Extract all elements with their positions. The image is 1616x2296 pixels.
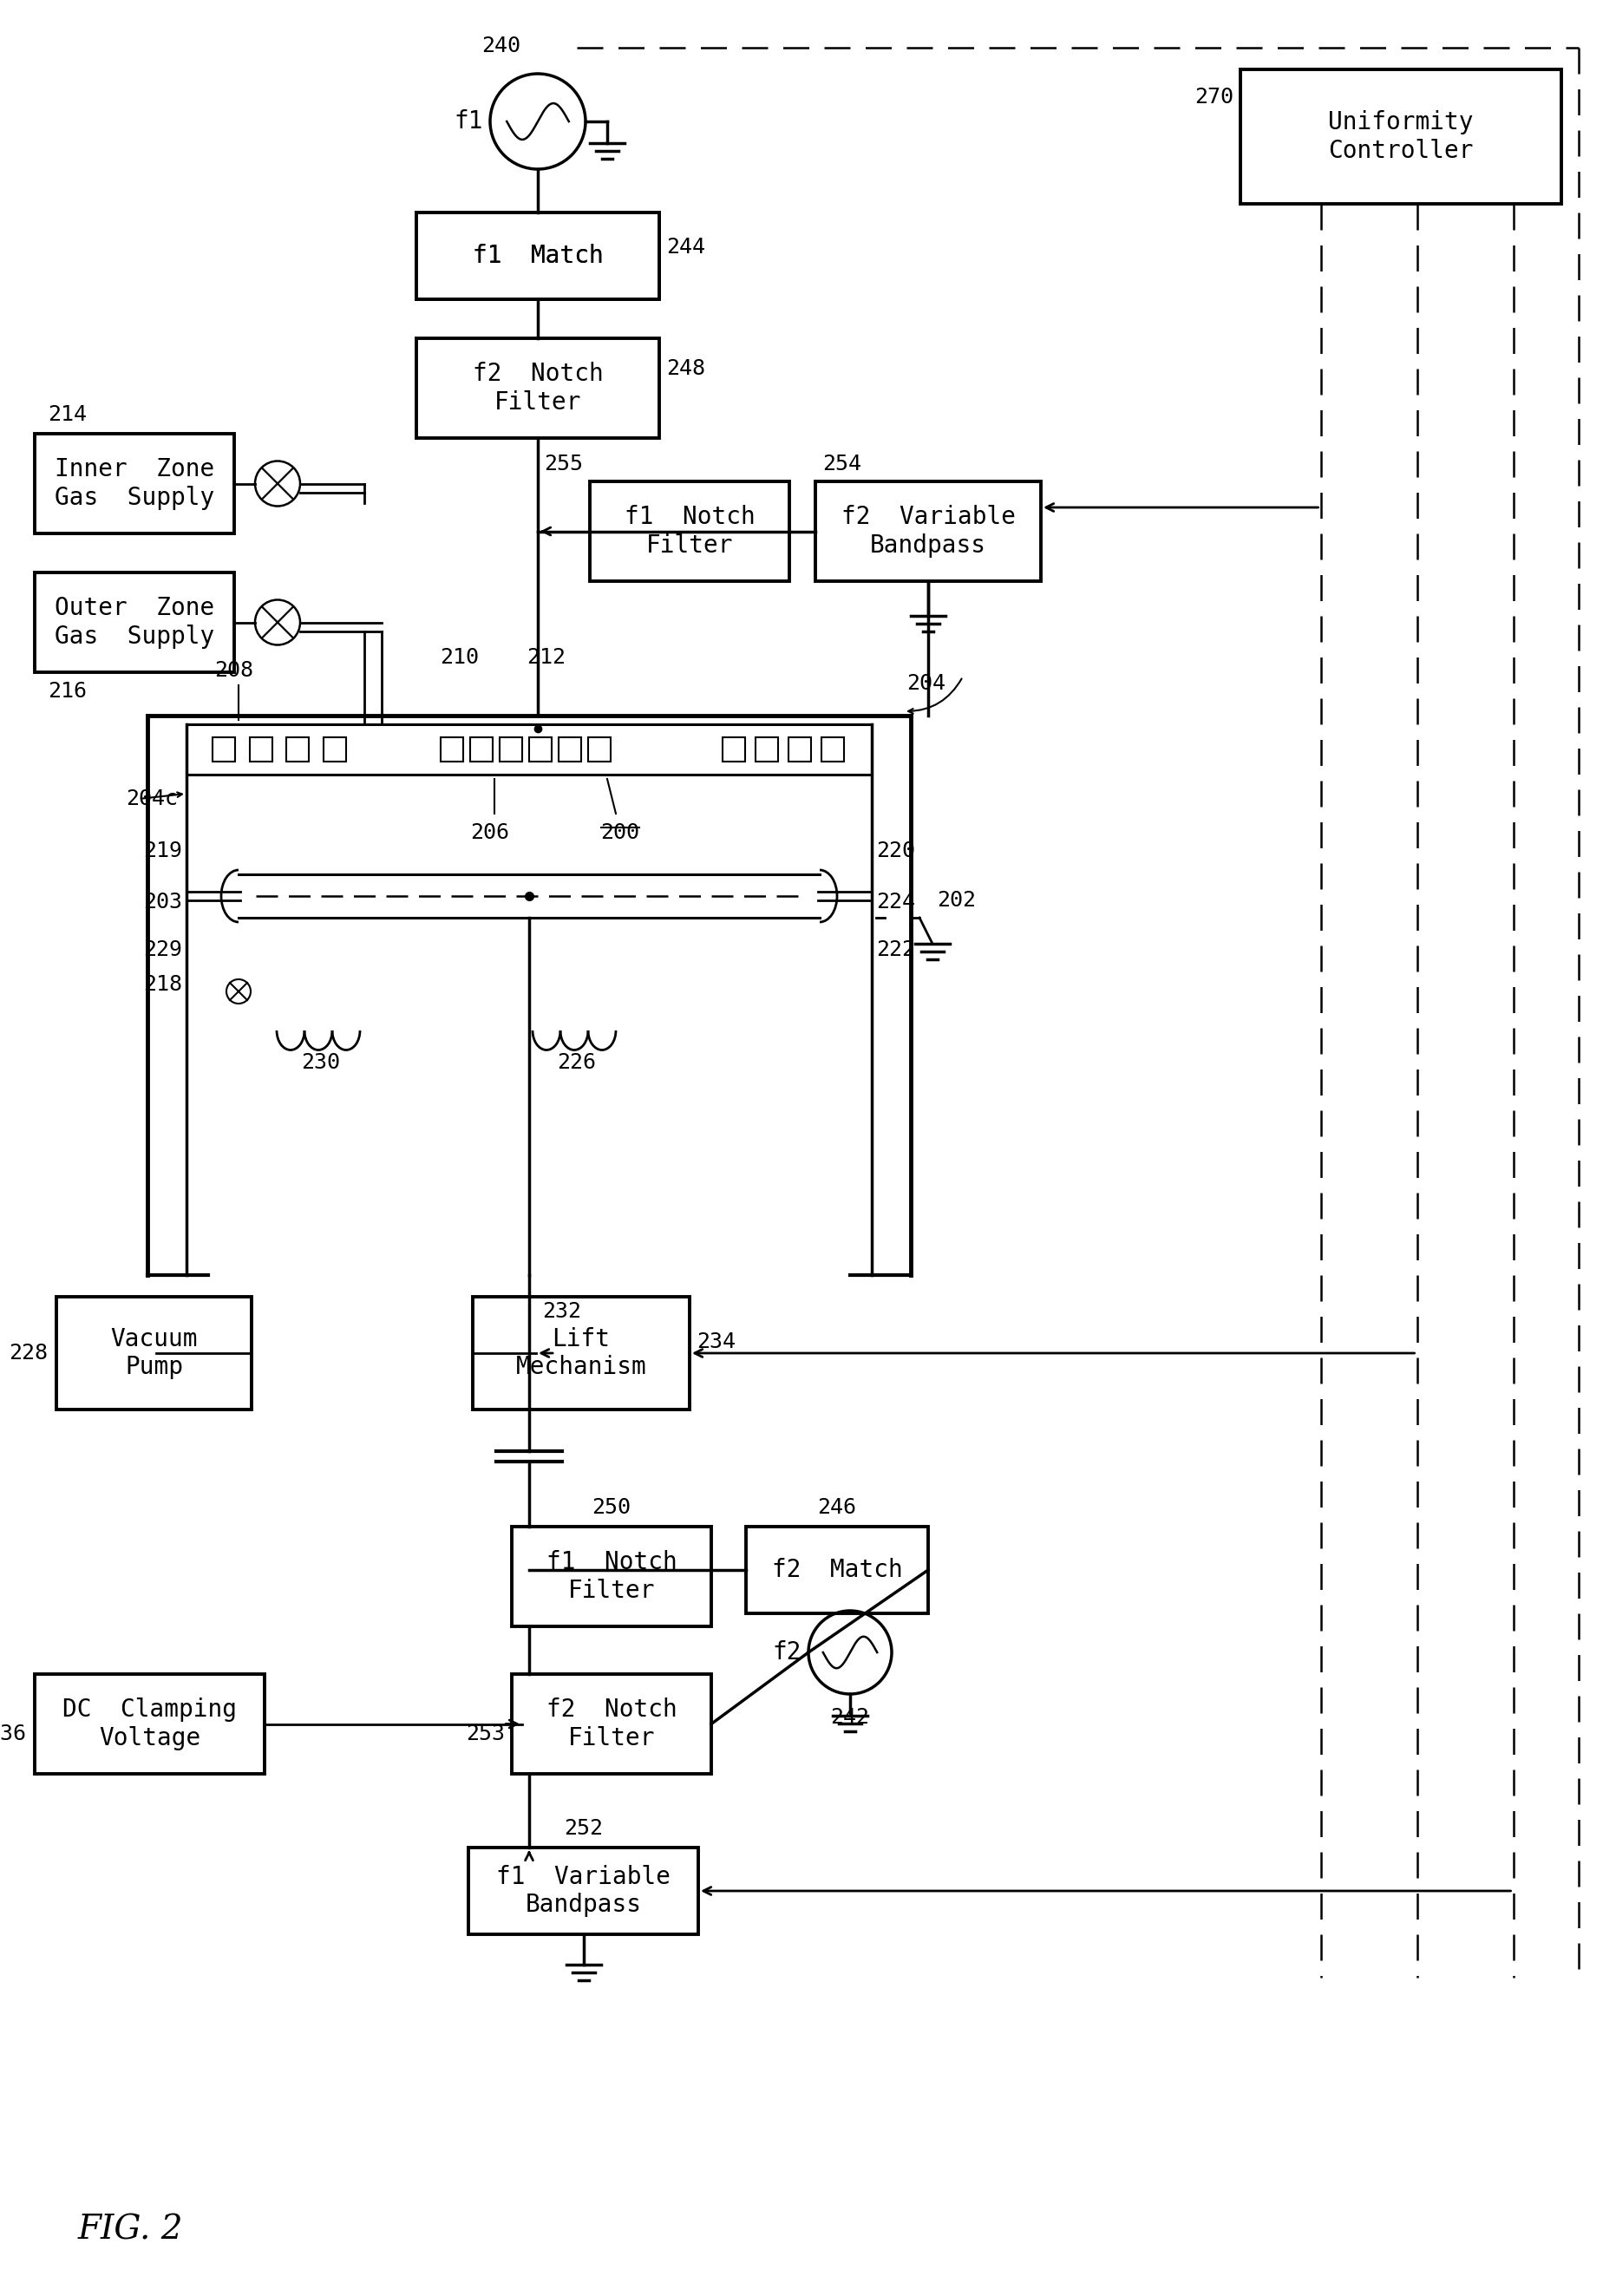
Bar — [588, 737, 611, 762]
Bar — [213, 737, 234, 762]
Bar — [559, 737, 582, 762]
Text: f1  Notch
Filter: f1 Notch Filter — [546, 1550, 677, 1603]
Bar — [499, 737, 522, 762]
Bar — [470, 737, 493, 762]
Text: Lift
Mechanism: Lift Mechanism — [516, 1327, 646, 1380]
Text: 240: 240 — [482, 34, 520, 57]
Text: 228: 228 — [8, 1343, 48, 1364]
Text: 255: 255 — [545, 455, 583, 475]
Text: 270: 270 — [1194, 87, 1233, 108]
Bar — [441, 737, 464, 762]
Text: 248: 248 — [666, 358, 705, 379]
Bar — [469, 1848, 698, 1933]
Text: 220: 220 — [876, 840, 915, 861]
Bar — [756, 737, 777, 762]
Text: 244: 244 — [666, 236, 705, 257]
Bar — [286, 737, 309, 762]
Bar — [512, 1527, 711, 1626]
Text: 252: 252 — [564, 1818, 603, 1839]
Text: f1  Variable
Bandpass: f1 Variable Bandpass — [496, 1864, 671, 1917]
Text: f1  Match: f1 Match — [472, 243, 603, 269]
Bar — [417, 214, 659, 298]
Bar — [816, 482, 1041, 581]
Text: Vacuum
Pump: Vacuum Pump — [110, 1327, 197, 1380]
Text: 230: 230 — [302, 1052, 341, 1072]
Text: 246: 246 — [818, 1497, 856, 1518]
Text: 208: 208 — [215, 659, 254, 682]
Text: 254: 254 — [823, 455, 861, 475]
Text: 200: 200 — [601, 822, 640, 843]
Bar — [528, 737, 551, 762]
Text: 250: 250 — [591, 1497, 630, 1518]
Text: 206: 206 — [470, 822, 509, 843]
Text: 218: 218 — [144, 974, 183, 994]
Text: 203: 203 — [144, 891, 183, 912]
Text: Inner  Zone
Gas  Supply: Inner Zone Gas Supply — [55, 457, 215, 510]
Text: 212: 212 — [527, 647, 566, 668]
Text: 242: 242 — [831, 1706, 869, 1729]
Bar — [747, 1527, 928, 1614]
Text: 253: 253 — [465, 1724, 504, 1745]
Bar — [821, 737, 844, 762]
Bar — [323, 737, 346, 762]
Text: f1: f1 — [454, 110, 483, 133]
Text: Uniformity
Controller: Uniformity Controller — [1328, 110, 1474, 163]
Text: f1  Notch
Filter: f1 Notch Filter — [624, 505, 755, 558]
Text: f2  Notch
Filter: f2 Notch Filter — [472, 363, 603, 413]
Text: f2: f2 — [772, 1639, 802, 1665]
Bar — [590, 482, 789, 581]
Text: 226: 226 — [558, 1052, 596, 1072]
Bar — [249, 737, 271, 762]
Text: 232: 232 — [541, 1302, 582, 1322]
Text: 204: 204 — [907, 673, 945, 693]
Text: 202: 202 — [937, 891, 976, 912]
Text: FIG. 2: FIG. 2 — [78, 2213, 184, 2245]
Bar — [722, 737, 745, 762]
Bar — [34, 572, 234, 673]
Bar — [789, 737, 811, 762]
Text: 214: 214 — [48, 404, 87, 425]
Text: 224: 224 — [876, 891, 915, 912]
Text: f2  Variable
Bandpass: f2 Variable Bandpass — [840, 505, 1015, 558]
Bar — [34, 1674, 265, 1775]
Text: 236: 236 — [0, 1724, 26, 1745]
Bar — [34, 434, 234, 533]
Bar — [473, 1297, 690, 1410]
Text: 216: 216 — [48, 682, 87, 703]
Bar — [417, 214, 659, 298]
Text: 222: 222 — [876, 939, 915, 960]
Bar — [57, 1297, 252, 1410]
Text: 210: 210 — [440, 647, 480, 668]
Bar — [417, 338, 659, 439]
Text: f2  Match: f2 Match — [772, 1559, 902, 1582]
Bar — [1241, 69, 1561, 204]
Text: f1  Match: f1 Match — [472, 243, 603, 269]
Text: f2  Notch
Filter: f2 Notch Filter — [546, 1697, 677, 1750]
Text: 219: 219 — [144, 840, 183, 861]
Bar — [512, 1674, 711, 1775]
Text: 229: 229 — [144, 939, 183, 960]
Text: DC  Clamping
Voltage: DC Clamping Voltage — [63, 1697, 238, 1750]
Text: 234: 234 — [696, 1332, 735, 1352]
Text: Outer  Zone
Gas  Supply: Outer Zone Gas Supply — [55, 597, 215, 647]
Text: 204c: 204c — [126, 788, 178, 808]
